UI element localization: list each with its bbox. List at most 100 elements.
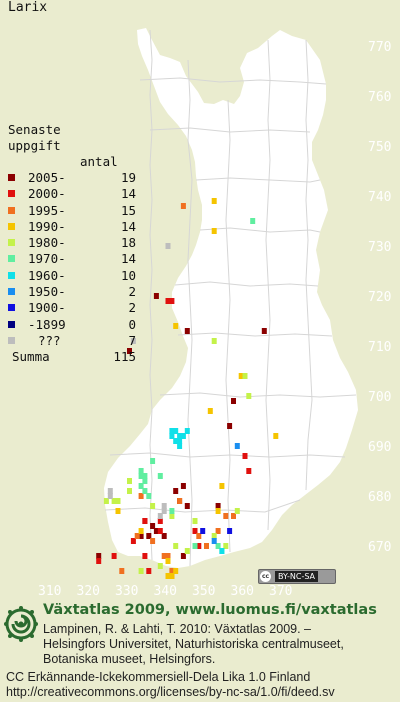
observation-marker	[234, 508, 240, 514]
legend-swatch	[8, 174, 15, 181]
legend-period-label: 1950-	[28, 284, 66, 300]
legend-row: -1899 0	[8, 317, 136, 333]
observation-marker	[96, 558, 102, 564]
citation-line-2: Helsingfors Universitet, Naturhistoriska…	[43, 637, 344, 651]
observation-marker	[165, 243, 171, 249]
citation-line-3: Botaniska museet, Helsingfors.	[43, 652, 216, 666]
observation-marker	[173, 543, 179, 549]
observation-marker	[169, 513, 175, 519]
observation-marker	[142, 488, 148, 494]
observation-marker	[246, 393, 252, 399]
y-axis-label: 680	[368, 490, 392, 505]
observation-marker	[246, 468, 252, 474]
observation-marker	[219, 548, 225, 554]
observation-marker	[238, 373, 244, 379]
legend-sum-value: 115	[113, 349, 136, 365]
observation-marker	[138, 533, 144, 539]
observation-marker	[192, 518, 198, 524]
observation-marker	[215, 543, 221, 549]
observation-marker	[180, 553, 186, 559]
legend-period-label: ???	[38, 332, 61, 348]
legend-period-label: 1900-	[28, 300, 66, 316]
observation-marker	[153, 293, 159, 299]
observation-marker	[138, 468, 144, 474]
observation-marker	[96, 553, 102, 559]
observation-marker	[211, 228, 217, 234]
legend-count: 2	[128, 300, 136, 316]
observation-marker	[169, 433, 175, 439]
legend-period-label: 1995-	[28, 202, 66, 218]
legend-row: 1980- 18	[8, 235, 136, 251]
cc-icon: cc	[260, 571, 271, 582]
legend-count: 2	[128, 284, 136, 300]
observation-marker	[180, 433, 186, 439]
observation-marker	[107, 488, 113, 494]
y-axis-label: 760	[368, 90, 392, 105]
species-title: Larix	[8, 0, 48, 15]
cc-license-badge[interactable]: cc BY-NC-SA	[258, 569, 336, 584]
observation-marker	[111, 553, 117, 559]
observation-marker	[127, 488, 132, 494]
observation-marker	[231, 513, 236, 519]
observation-marker	[138, 493, 144, 499]
observation-marker	[165, 553, 171, 559]
observation-marker	[211, 338, 217, 344]
legend-period-label: 1960-	[28, 267, 66, 283]
observation-marker	[127, 478, 132, 484]
observation-marker	[177, 498, 183, 504]
observation-marker	[142, 553, 148, 559]
legend-swatch	[8, 239, 15, 247]
observation-marker	[231, 398, 236, 404]
observation-marker	[138, 528, 144, 534]
x-axis-label: 350	[192, 584, 216, 599]
observation-marker	[169, 573, 175, 579]
observation-marker	[138, 473, 144, 479]
y-axis-label: 670	[368, 540, 392, 555]
legend-count: 14	[120, 186, 136, 202]
observation-marker	[223, 513, 229, 519]
legend-count: 7	[128, 332, 136, 348]
x-axis-label: 360	[230, 584, 254, 599]
citation-line-1: Lampinen, R. & Lahti, T. 2010: Växtatlas…	[43, 622, 311, 636]
legend-row: 1990- 14	[8, 218, 136, 235]
vaxtatlas-logo-icon	[4, 606, 38, 642]
distribution-map	[96, 28, 358, 579]
legend-period-label: 1980-	[28, 235, 66, 251]
x-axis-label: 320	[76, 584, 100, 599]
legend-swatch	[8, 336, 15, 344]
legend-swatch	[8, 288, 15, 296]
footer-title[interactable]: Växtatlas 2009, www.luomus.fi/vaxtatlas	[43, 602, 377, 618]
observation-marker	[192, 543, 198, 549]
observation-marker	[134, 533, 140, 539]
legend-period-label: 1970-	[28, 251, 66, 267]
y-axis-label: 770	[368, 40, 392, 55]
observation-marker	[157, 518, 163, 524]
observation-marker	[227, 423, 233, 429]
finland-landmass	[104, 28, 358, 568]
legend-row: 1950- 2	[8, 284, 136, 300]
observation-marker	[242, 453, 248, 459]
observation-marker	[130, 338, 136, 344]
license-line-2[interactable]: http://creativecommons.org/licenses/by-n…	[6, 685, 335, 699]
legend-count: 14	[120, 251, 136, 267]
observation-marker	[211, 538, 217, 544]
observation-marker	[107, 493, 113, 499]
observation-marker	[169, 428, 175, 434]
legend-row: 1900- 2	[8, 300, 136, 316]
legend-period-label: 1990-	[28, 218, 66, 234]
observation-marker	[215, 508, 221, 514]
license-text: CC Erkännande-Ickekommersiell-Dela Lika …	[6, 670, 335, 700]
legend-period-label: 2005-	[28, 170, 66, 185]
observation-marker	[103, 498, 109, 504]
observation-marker	[146, 493, 152, 499]
observation-marker	[250, 218, 256, 224]
legend-swatch	[8, 190, 15, 198]
x-axis-label: 330	[115, 584, 139, 599]
observation-marker	[161, 553, 167, 559]
observation-marker	[196, 543, 202, 549]
observation-marker	[130, 538, 136, 544]
legend-count: 14	[120, 218, 136, 234]
legend-count: 15	[120, 202, 136, 218]
observation-marker	[161, 508, 167, 514]
y-axis-label: 720	[368, 290, 392, 305]
